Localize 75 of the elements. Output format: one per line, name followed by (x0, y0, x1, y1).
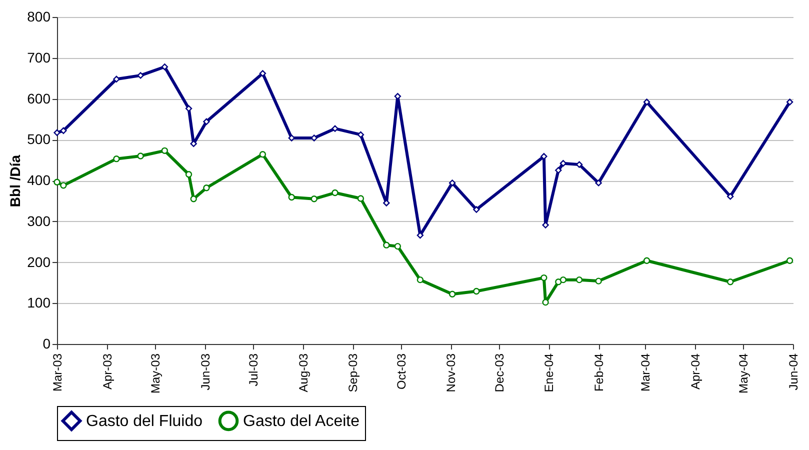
point (310, 196, 318, 202)
point (203, 118, 210, 125)
point (473, 288, 480, 295)
x-tick-label: Oct-03 (394, 353, 408, 390)
point (332, 125, 338, 132)
x-tick-label: Nov-03 (444, 353, 458, 392)
x-tick-label: Feb-04 (592, 353, 606, 392)
x-tick-label: Mar-04 (638, 353, 653, 392)
y-tick-label: 200 (27, 254, 51, 270)
y-tick-label: 600 (27, 90, 51, 106)
point (448, 290, 456, 298)
x-tick-label: May-03 (148, 353, 163, 394)
point (203, 184, 210, 192)
point (726, 278, 734, 286)
point (726, 193, 734, 200)
y-tick-label: 800 (27, 8, 51, 24)
point (555, 166, 562, 174)
point (137, 152, 144, 160)
point (540, 274, 548, 282)
x-tick-label: May-04 (736, 353, 751, 394)
x-tick-label: Apr-03 (100, 353, 114, 390)
point (60, 182, 67, 189)
point (185, 171, 192, 178)
point (190, 196, 197, 202)
point (357, 195, 364, 202)
point (161, 64, 168, 70)
point (185, 105, 192, 112)
point (113, 76, 120, 82)
x-tick-label: Aug-03 (296, 353, 310, 392)
point (560, 160, 567, 167)
y-tick-label: 700 (27, 49, 51, 66)
point (394, 242, 402, 250)
point (416, 276, 424, 284)
point (576, 276, 583, 284)
point (473, 206, 480, 213)
point (332, 189, 338, 196)
point (54, 129, 60, 136)
x-tick-label: Dec-03 (492, 353, 506, 392)
x-tick-label: Jun-03 (198, 353, 212, 390)
y-tick-label: 100 (27, 294, 51, 311)
x-tick-label: Ene-04 (542, 353, 556, 392)
point (448, 180, 456, 186)
point (383, 242, 390, 248)
point (54, 178, 60, 186)
point (259, 70, 266, 77)
legend-label: Gasto del Fluido (86, 412, 203, 430)
x-tick-label: Sep-03 (346, 353, 360, 392)
point (595, 180, 602, 186)
point (161, 147, 168, 154)
x-tick-label: Apr-04 (688, 353, 702, 390)
legend-label: Gasto del Aceite (243, 412, 360, 430)
point (137, 72, 144, 79)
point (643, 257, 650, 264)
point (595, 278, 602, 284)
point (357, 131, 364, 138)
y-axis-title: Bbl /Día (7, 154, 24, 208)
point (560, 276, 567, 284)
point (576, 161, 583, 168)
point (542, 298, 549, 306)
point (60, 127, 67, 134)
x-tick-label: Mar-03 (50, 353, 64, 392)
point (288, 194, 295, 201)
point (113, 156, 120, 162)
point (786, 98, 794, 106)
y-tick-label: 400 (27, 172, 51, 188)
point (288, 134, 295, 142)
point (259, 151, 266, 158)
x-tick-label: Jun-04 (786, 353, 800, 390)
point (555, 278, 562, 286)
point (643, 98, 650, 106)
x-tick-label: Jul-03 (246, 353, 261, 386)
y-tick-label: 500 (27, 131, 51, 148)
y-tick-label: 0 (42, 336, 51, 352)
y-tick-label: 300 (27, 212, 51, 229)
point (786, 257, 794, 264)
